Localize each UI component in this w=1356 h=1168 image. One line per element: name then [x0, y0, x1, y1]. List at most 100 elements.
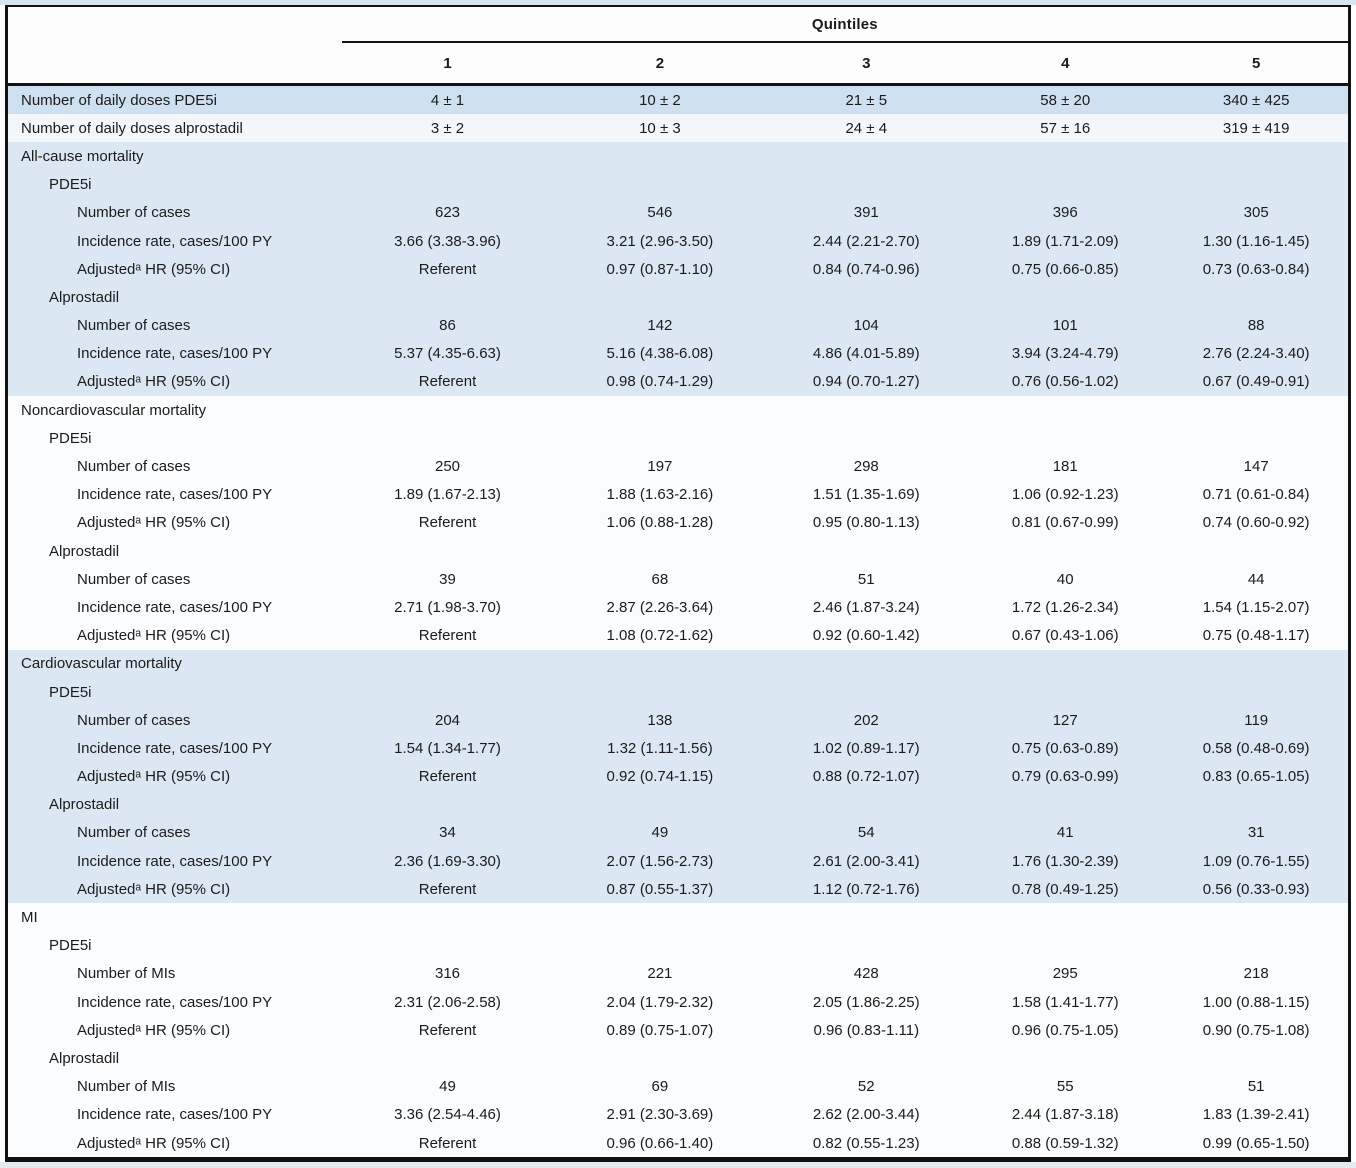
cell-value: 0.67 (0.49-0.91) — [1202, 374, 1310, 390]
cell-value: 1.89 (1.71-2.09) — [1011, 233, 1119, 249]
row-label: Adjustedᵃ HR (95% CI) — [77, 769, 231, 785]
row-label: Incidence rate, cases/100 PY — [77, 994, 273, 1010]
cell-value: 0.75 (0.66-0.85) — [1011, 261, 1119, 277]
data-row: Number of cases 623 546 391 396 305 — [8, 198, 1348, 227]
cell-value: 86 — [439, 318, 456, 334]
data-row: Adjustedᵃ HR (95% CI) Referent 1.08 (0.72-… — [8, 621, 1348, 650]
cell-value: 147 — [1243, 459, 1269, 475]
cell-value: 58 ± 20 — [1040, 92, 1091, 108]
cell-value: 1.76 (1.30-2.39) — [1011, 853, 1119, 869]
row-label: Number of MIs — [77, 1079, 176, 1095]
data-row: Incidence rate, cases/100 PY 2.71 (1.98-3… — [8, 593, 1348, 622]
row-label: Number of daily doses PDE5i — [21, 92, 217, 108]
cell-value: 218 — [1243, 966, 1269, 982]
row-label: Adjustedᵃ HR (95% CI) — [77, 881, 231, 897]
data-row: Incidence rate, cases/100 PY 1.89 (1.67-2… — [8, 480, 1348, 509]
cell-value: 138 — [647, 712, 673, 728]
row-label: Alprostadil — [49, 1050, 120, 1066]
section-row: Noncardiovascular mortality — [8, 396, 1348, 425]
cell-value: 340 ± 425 — [1222, 92, 1290, 108]
cell-value: 1.12 (0.72-1.76) — [812, 881, 920, 897]
cell-value: 44 — [1247, 571, 1265, 587]
cell-value: 0.78 (0.49-1.25) — [1011, 881, 1119, 897]
column-header: 1 — [443, 55, 452, 71]
top-strip — [0, 0, 1356, 5]
row-label: MI — [21, 910, 38, 926]
cell-value: 1.58 (1.41-1.77) — [1011, 994, 1119, 1010]
data-row: Adjustedᵃ HR (95% CI) Referent 1.06 (0.88-… — [8, 508, 1348, 537]
data-row: Adjustedᵃ HR (95% CI) Referent 0.98 (0.74-… — [8, 367, 1348, 397]
bottom-strip — [0, 1162, 1356, 1168]
table-header: Quintiles 1 2 3 4 5 — [8, 7, 1348, 83]
data-row: Adjustedᵃ HR (95% CI) Referent 0.92 (0.74-… — [8, 762, 1348, 791]
cell-value: 0.96 (0.83-1.11) — [813, 1022, 920, 1038]
data-row: Incidence rate, cases/100 PY 3.36 (2.54-4… — [8, 1100, 1348, 1129]
data-row: Number of cases 34 49 54 41 31 — [8, 818, 1348, 848]
drug-row: Alprostadil — [8, 537, 1348, 566]
cell-value: 221 — [647, 966, 673, 982]
cell-value: 5.37 (4.35-6.63) — [394, 346, 501, 362]
cell-value: Referent — [418, 374, 477, 390]
column-header: 5 — [1252, 55, 1261, 71]
data-row: Adjustedᵃ HR (95% CI) Referent 0.89 (0.75-… — [8, 1016, 1348, 1045]
dose-row: Number of daily doses PDE5i 4 ± 1 10 ± 2 21… — [8, 86, 1348, 115]
cell-value: 0.79 (0.63-0.99) — [1011, 769, 1119, 785]
cell-value: 2.71 (1.98-3.70) — [394, 599, 501, 615]
cell-value: 2.44 (2.21-2.70) — [812, 233, 920, 249]
row-label: Alprostadil — [49, 543, 120, 559]
cell-value: 0.56 (0.33-0.93) — [1202, 881, 1310, 897]
row-label: Alprostadil — [49, 797, 120, 813]
cell-value: 51 — [1247, 1079, 1265, 1095]
row-label: Adjustedᵃ HR (95% CI) — [77, 261, 231, 277]
row-label: Number of cases — [77, 825, 191, 841]
data-row: Number of cases 204 138 202 127 119 — [8, 706, 1348, 735]
row-label: Number of daily doses alprostadil — [21, 120, 243, 136]
cell-value: 3 ± 2 — [430, 120, 465, 136]
cell-value: 41 — [1056, 825, 1074, 841]
cell-value: 391 — [853, 205, 879, 221]
row-label: PDE5i — [49, 684, 92, 700]
row-label: Incidence rate, cases/100 PY — [77, 1107, 273, 1123]
cell-value: 2.44 (1.87-3.18) — [1011, 1107, 1119, 1123]
cell-value: Referent — [418, 261, 477, 277]
column-headers: 1 2 3 4 5 — [8, 43, 1348, 83]
quintiles-group-label: Quintiles — [811, 15, 878, 33]
cell-value: 319 ± 419 — [1222, 120, 1290, 136]
cell-value: 1.54 (1.15-2.07) — [1202, 599, 1310, 615]
row-label: Incidence rate, cases/100 PY — [77, 487, 273, 503]
cell-value: 39 — [439, 571, 456, 587]
cell-value: 1.72 (1.26-2.34) — [1011, 599, 1119, 615]
section-row: Cardiovascular mortality — [8, 649, 1348, 678]
section-row: MI — [8, 903, 1348, 932]
cell-value: 2.62 (2.00-3.44) — [812, 1107, 920, 1123]
dose-row: Number of daily doses alprostadil 3 ± 2 10… — [8, 114, 1348, 143]
cell-value: 0.89 (0.75-1.07) — [606, 1022, 714, 1038]
cell-value: 51 — [857, 571, 875, 587]
row-label: Incidence rate, cases/100 PY — [77, 346, 273, 362]
row-label: Number of cases — [77, 712, 191, 728]
cell-value: 0.87 (0.55-1.37) — [606, 881, 714, 897]
cell-value: 34 — [439, 825, 456, 841]
cell-value: 316 — [435, 966, 461, 982]
cell-value: Referent — [418, 628, 477, 644]
cell-value: 40 — [1056, 571, 1074, 587]
cell-value: 54 — [857, 825, 875, 841]
cell-value: 0.96 (0.75-1.05) — [1011, 1022, 1119, 1038]
cell-value: 0.84 (0.74-0.96) — [812, 261, 920, 277]
cell-value: 52 — [857, 1079, 875, 1095]
cell-value: 250 — [435, 459, 461, 475]
row-label: Incidence rate, cases/100 PY — [77, 853, 273, 869]
cell-value: 10 ± 2 — [639, 92, 681, 108]
cell-value: 0.97 (0.87-1.10) — [606, 261, 714, 277]
row-label: Noncardiovascular mortality — [21, 402, 207, 418]
cell-value: 0.71 (0.61-0.84) — [1202, 487, 1310, 503]
cell-value: 0.76 (0.56-1.02) — [1011, 374, 1119, 390]
cell-value: 1.06 (0.92-1.23) — [1011, 487, 1119, 503]
cell-value: 3.94 (3.24-4.79) — [1011, 346, 1119, 362]
cell-value: 197 — [647, 459, 673, 475]
cell-value: 0.82 (0.55-1.23) — [812, 1135, 920, 1151]
cell-value: 142 — [647, 318, 673, 334]
data-row: Adjustedᵃ HR (95% CI) Referent 0.97 (0.87-… — [8, 255, 1348, 284]
cell-value: 0.88 (0.59-1.32) — [1011, 1135, 1119, 1151]
